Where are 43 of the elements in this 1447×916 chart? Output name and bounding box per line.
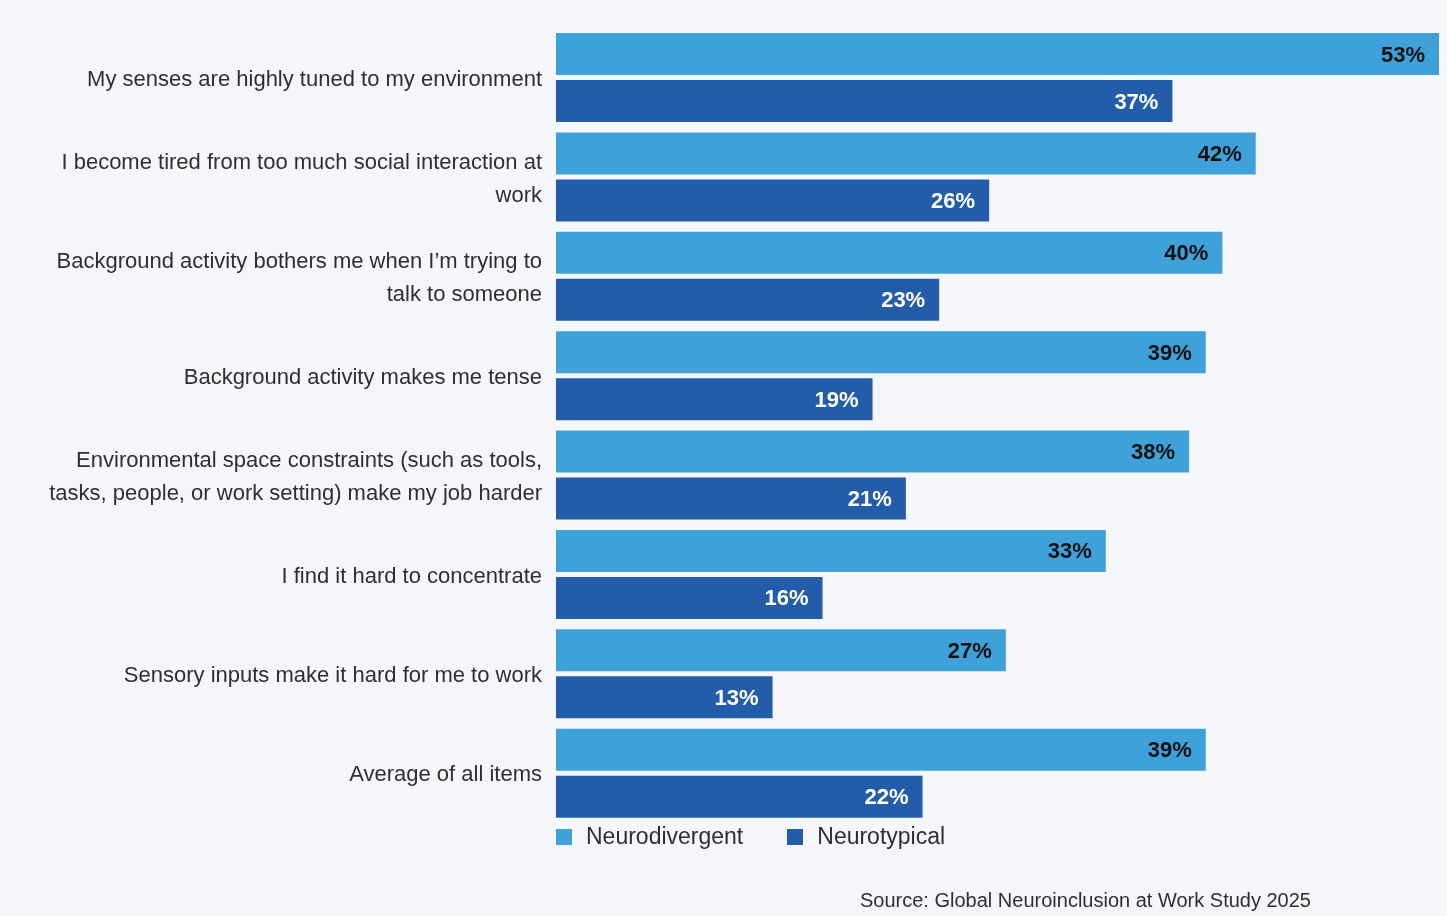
bar — [556, 179, 990, 222]
bar — [556, 676, 773, 719]
data-label: 22% — [864, 784, 909, 810]
bar — [556, 378, 873, 421]
bar — [556, 629, 1006, 672]
data-label: 33% — [1047, 538, 1092, 564]
y-tick-label: Sensory inputs make it hard for me to work — [123, 661, 543, 687]
data-label: 40% — [1164, 240, 1209, 266]
y-tick-label: Background activity bothers me when I’m trying to talk to someone — [56, 247, 542, 306]
data-label: 13% — [714, 684, 759, 710]
data-label: 16% — [764, 585, 809, 611]
data-label: 27% — [947, 637, 992, 663]
legend-label: Neurodivergent — [586, 823, 744, 850]
data-label: 42% — [1197, 140, 1242, 166]
bar — [556, 430, 1190, 473]
bar — [556, 529, 1106, 572]
bar — [556, 775, 923, 818]
bar — [556, 331, 1206, 374]
bar — [556, 80, 1173, 122]
data-label: 39% — [1147, 339, 1192, 365]
y-tick-label: I find it hard to concentrate — [281, 562, 542, 588]
data-label: 53% — [1380, 41, 1425, 67]
data-label: 37% — [1114, 88, 1159, 114]
y-tick-label: Average of all items — [349, 760, 542, 786]
y-tick-label: Background activity makes me tense — [183, 363, 542, 389]
legend-label: Neurotypical — [817, 823, 946, 850]
bar — [556, 132, 1256, 175]
y-tick-label: I become tired from too much social interaction at work — [61, 148, 543, 207]
data-label: 19% — [814, 386, 859, 412]
data-label: 26% — [931, 187, 976, 213]
bar — [556, 477, 906, 520]
data-label: 23% — [881, 287, 926, 313]
data-label: 21% — [847, 486, 892, 511]
data-label: 38% — [1131, 439, 1176, 464]
bar — [556, 231, 1223, 274]
source-note: Source: Global Neuroinclusion at Work Study 2025 — [860, 889, 1311, 912]
data-label: 39% — [1147, 737, 1192, 763]
bar — [556, 33, 1439, 75]
bar — [556, 576, 823, 619]
bar — [556, 728, 1206, 771]
y-tick-label: Environmental space constraints (such as tools, tasks, people, or work setting) make my job harder — [49, 446, 542, 505]
bar — [556, 278, 940, 321]
y-tick-label: My senses are highly tuned to my environment — [87, 65, 542, 91]
